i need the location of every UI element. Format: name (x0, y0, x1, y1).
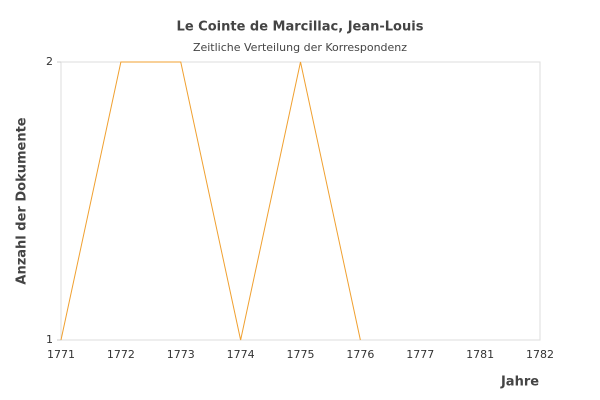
chart-title: Le Cointe de Marcillac, Jean-Louis (177, 20, 424, 35)
x-tick-label: 1782 (526, 348, 554, 361)
x-tick-label: 1777 (406, 348, 434, 361)
x-tick-label: 1771 (47, 348, 75, 361)
y-axis-title: Anzahl der Dokumente (15, 117, 30, 284)
plot-border (60, 61, 541, 341)
x-axis-title: Jahre (500, 375, 539, 390)
y-tick-label: 2 (46, 55, 53, 68)
x-tick-label: 1774 (227, 348, 255, 361)
x-tick-label: 1781 (466, 348, 494, 361)
line-series (60, 61, 361, 341)
x-tick-label: 1773 (167, 348, 195, 361)
chart-subtitle: Zeitliche Verteilung der Korrespondenz (193, 41, 407, 54)
x-tick-label: 1776 (346, 348, 374, 361)
y-tick-label: 1 (46, 333, 53, 346)
x-tick-label: 1775 (287, 348, 315, 361)
x-tick-label: 1772 (107, 348, 135, 361)
